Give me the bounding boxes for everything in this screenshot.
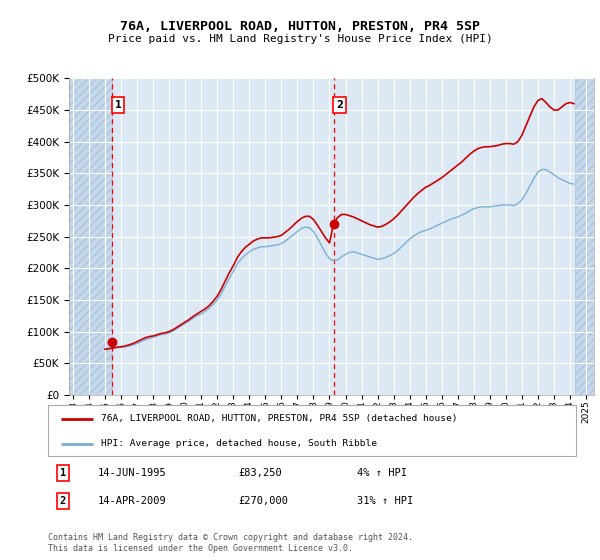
Text: 14-APR-2009: 14-APR-2009 [98, 496, 167, 506]
Bar [69, 78, 112, 395]
Text: £83,250: £83,250 [238, 468, 282, 478]
Text: 2: 2 [337, 100, 343, 110]
Text: 14-JUN-1995: 14-JUN-1995 [98, 468, 167, 478]
Text: 76A, LIVERPOOL ROAD, HUTTON, PRESTON, PR4 5SP (detached house): 76A, LIVERPOOL ROAD, HUTTON, PRESTON, PR… [101, 414, 457, 423]
Text: 31% ↑ HPI: 31% ↑ HPI [357, 496, 413, 506]
Text: 76A, LIVERPOOL ROAD, HUTTON, PRESTON, PR4 5SP: 76A, LIVERPOOL ROAD, HUTTON, PRESTON, PR… [120, 20, 480, 32]
Text: 2: 2 [59, 496, 66, 506]
Text: £270,000: £270,000 [238, 496, 288, 506]
Text: Contains HM Land Registry data © Crown copyright and database right 2024.
This d: Contains HM Land Registry data © Crown c… [48, 533, 413, 553]
Text: 1: 1 [115, 100, 121, 110]
Bar [575, 78, 594, 395]
Text: 4% ↑ HPI: 4% ↑ HPI [357, 468, 407, 478]
Text: 1: 1 [59, 468, 66, 478]
Text: Price paid vs. HM Land Registry's House Price Index (HPI): Price paid vs. HM Land Registry's House … [107, 34, 493, 44]
Text: HPI: Average price, detached house, South Ribble: HPI: Average price, detached house, Sout… [101, 439, 377, 448]
